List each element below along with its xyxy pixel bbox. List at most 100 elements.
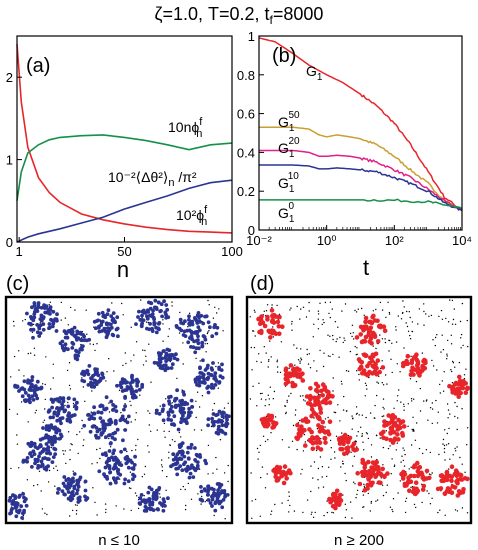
particle-highlight [23,391,28,395]
particle [380,477,382,479]
particle-highlight [75,400,79,405]
particle-highlight [121,438,125,443]
particle-highlight [174,352,178,357]
particle-highlight [283,381,289,387]
particle-highlight [442,491,448,497]
particle-highlight [48,305,53,310]
particle [440,351,442,353]
particle-highlight [362,462,368,467]
particle [423,303,425,305]
particle-highlight [92,411,97,416]
particle [162,340,164,342]
particle [176,377,178,380]
particle-highlight [269,308,275,313]
particle [323,514,325,517]
particle-highlight [359,360,365,365]
particle-highlight [99,376,103,381]
particle [171,439,174,441]
particle-highlight [24,503,29,508]
particle [312,336,314,338]
particle-highlight [185,402,190,406]
particle-highlight [133,454,138,459]
particle-highlight [388,431,393,436]
particle-highlight [106,308,111,313]
particle [77,452,79,455]
particle-highlight [94,382,99,387]
particle-highlight [161,508,166,513]
particle-highlight [326,431,332,437]
particle [182,342,184,344]
particle-highlight [307,427,312,432]
particle [134,449,137,451]
particle-highlight [182,454,187,459]
particle-highlight [362,488,368,493]
particle-highlight [145,316,150,321]
particle [22,320,24,322]
particle [291,329,293,331]
particle [96,514,98,516]
particle-highlight [83,479,88,484]
particle [196,391,199,393]
particle [86,333,88,335]
particle-highlight [176,457,181,462]
particle-highlight [102,327,107,331]
particle [465,368,467,370]
particle [161,470,164,472]
particle [319,456,322,458]
particle [353,338,355,340]
particle-highlight [212,491,216,495]
particle-highlight [382,328,388,334]
particle-highlight [175,357,180,362]
particle-highlight [64,331,69,336]
particle [410,355,412,357]
particle [294,364,296,366]
series-label-4: G10 [278,201,295,225]
particle [33,485,35,487]
particle-highlight [382,419,387,424]
particle-highlight [58,396,63,400]
particle-highlight [206,492,210,497]
particle [454,415,456,418]
particle-highlight [273,314,279,319]
particle [393,464,396,466]
particle-highlight [41,449,45,453]
particle-highlight [116,334,120,339]
particle-highlight [97,469,102,474]
particle-highlight [193,458,198,462]
particle [208,304,210,306]
particle [334,457,336,459]
particle [447,443,450,445]
particle-highlight [123,404,127,409]
particle-highlight [167,354,172,359]
particle-highlight [115,326,120,331]
particle-highlight [300,378,306,383]
particle-highlight [354,335,360,340]
particle [41,508,44,510]
particle [253,346,256,349]
particle-highlight [450,390,456,395]
particle-highlight [91,424,96,429]
particle [267,360,270,362]
particle [317,318,319,320]
particle [13,355,16,358]
particle-highlight [106,456,111,461]
particle [444,429,446,431]
particle-highlight [107,466,112,471]
particle [306,353,308,356]
particle [256,360,258,363]
particle-highlight [273,474,279,480]
particle [343,395,345,398]
particle [259,515,261,517]
particle-highlight [50,460,55,464]
series-line-4 [259,198,463,210]
particle-highlight [283,368,289,373]
particle-highlight [50,324,55,329]
particle [349,332,352,335]
particle-highlight [130,380,135,384]
particle [105,508,107,511]
particle [452,362,455,364]
particle-highlight [112,448,116,453]
particle-highlight [209,373,214,378]
annotation-green: 10nϕf n [168,116,203,140]
particle-highlight [211,423,216,427]
